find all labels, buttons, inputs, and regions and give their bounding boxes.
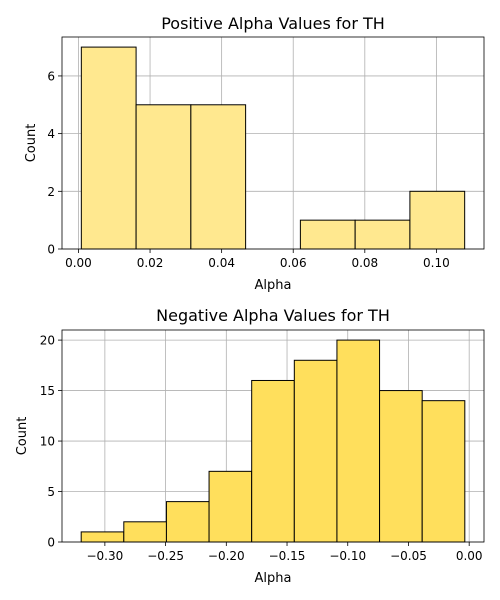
x-tick-label: −0.15	[269, 549, 306, 563]
y-tick-label: 4	[47, 127, 55, 141]
histogram-negative-alpha: Negative Alpha Values for TH −0.30 −0.25−…	[15, 306, 485, 586]
x-tick-label: 0.00	[456, 549, 483, 563]
y-tick-label: 10	[40, 435, 55, 449]
histogram-bar	[354, 219, 411, 250]
x-tick-label: 0.08	[351, 256, 378, 270]
y-tick-label: 2	[47, 185, 55, 199]
histogram-bar	[190, 104, 247, 250]
x-tick-label: −0.20	[208, 549, 245, 563]
chart-title-negative: Negative Alpha Values for TH	[156, 306, 390, 325]
y-tick-label: 15	[40, 384, 55, 398]
histogram-bar	[336, 339, 381, 543]
y-axis-label-positive: Count	[24, 124, 39, 163]
axes-frame-negative	[61, 329, 485, 543]
y-ticks-positive: 0 2 4 6	[47, 69, 62, 257]
x-ticks-negative: −0.30 −0.25 −0.20 −0.15 −0.10 −0.05 0.00	[86, 542, 483, 563]
x-tick-label: 0.02	[137, 256, 164, 270]
x-axis-label-negative: Alpha	[255, 571, 292, 586]
y-tick-label: 5	[47, 485, 55, 499]
y-tick-label: 0	[47, 243, 55, 257]
x-tick-label: −0.30	[86, 549, 123, 563]
y-ticks-negative: 0 5 10 15 20	[40, 334, 62, 550]
bars-positive	[80, 46, 466, 250]
histogram-bar	[421, 400, 466, 543]
x-ticks-positive: 0.00 0.02 0.04 0.06 0.08 0.10	[65, 249, 450, 270]
x-tick-label: 0.10	[423, 256, 450, 270]
y-axis-label-negative: Count	[15, 417, 30, 456]
x-tick-label: 0.06	[280, 256, 307, 270]
histogram-bar	[135, 104, 192, 250]
histogram-bar	[80, 531, 125, 543]
histogram-bar	[251, 379, 295, 543]
x-tick-label: −0.05	[390, 549, 427, 563]
histogram-bar	[379, 390, 423, 543]
histogram-bar	[208, 470, 253, 543]
axes-frame-positive	[61, 36, 485, 250]
histogram-bar	[123, 521, 167, 543]
histogram-bar	[293, 359, 338, 543]
y-tick-label: 6	[47, 69, 55, 83]
histogram-bar	[299, 219, 356, 250]
x-tick-label: 0.00	[65, 256, 92, 270]
x-tick-label: −0.25	[147, 549, 184, 563]
histogram-bar	[80, 46, 137, 250]
histogram-bar	[165, 501, 210, 543]
y-tick-label: 0	[47, 536, 55, 550]
chart-title-positive: Positive Alpha Values for TH	[161, 14, 385, 33]
y-tick-label: 20	[40, 334, 55, 348]
bars-negative	[80, 339, 466, 543]
x-tick-label: −0.10	[329, 549, 366, 563]
histogram-bar	[409, 190, 466, 250]
x-tick-label: 0.04	[208, 256, 235, 270]
x-axis-label-positive: Alpha	[255, 278, 292, 293]
histogram-positive-alpha: Positive Alpha Values for TH 0.00 0.02 0.0…	[24, 14, 485, 293]
